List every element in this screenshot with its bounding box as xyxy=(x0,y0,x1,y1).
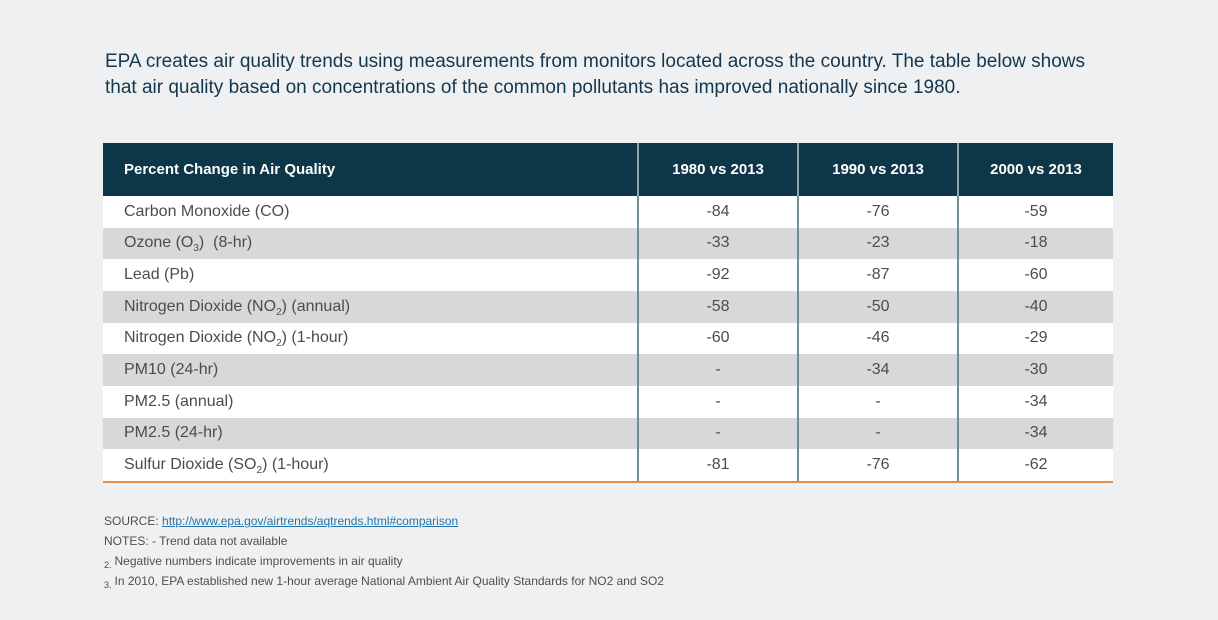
value-1980: - xyxy=(637,354,797,386)
table-row: Carbon Monoxide (CO) -84 -76 -59 xyxy=(103,196,1113,228)
table-row: PM10 (24-hr) - -34 -30 xyxy=(103,354,1113,386)
value-1990: -50 xyxy=(797,290,957,323)
footnote-3: 3. In 2010, EPA established new 1-hour av… xyxy=(104,571,664,591)
table-row: PM2.5 (annual) - - -34 xyxy=(103,385,1113,418)
value-1980: -92 xyxy=(637,259,797,291)
value-2000: -59 xyxy=(957,196,1113,228)
source-link[interactable]: http://www.epa.gov/airtrends/aqtrends.ht… xyxy=(162,514,459,528)
value-1990: -76 xyxy=(797,449,957,481)
label-text: PM10 (24-hr) xyxy=(124,361,219,379)
value-2000: -60 xyxy=(957,259,1113,291)
pollutant-label: PM2.5 (24-hr) xyxy=(103,424,637,442)
value-1980: -60 xyxy=(637,322,797,355)
source-line: SOURCE: http://www.epa.gov/airtrends/aqt… xyxy=(104,511,664,531)
header-col-1980: 1980 vs 2013 xyxy=(637,143,797,196)
value-1990: - xyxy=(797,417,957,450)
pollutant-label: PM10 (24-hr) xyxy=(103,361,637,379)
footnote-3-marker: 3. xyxy=(104,580,112,591)
header-col-pollutant: Percent Change in Air Quality xyxy=(124,161,336,178)
label-text: ) (1-hour) xyxy=(262,456,329,474)
table-row: Nitrogen Dioxide (NO2) (annual) -58 -50 … xyxy=(103,290,1113,323)
label-text: Lead (Pb) xyxy=(124,266,195,284)
orange-divider xyxy=(103,480,1113,483)
value-1980: -58 xyxy=(637,290,797,323)
header-col-2000: 2000 vs 2013 xyxy=(957,143,1113,196)
value-2000: -30 xyxy=(957,354,1113,386)
air-quality-table: Percent Change in Air Quality 1980 vs 20… xyxy=(103,143,1113,483)
value-2000: -40 xyxy=(957,290,1113,323)
table-row: Nitrogen Dioxide (NO2) (1-hour) -60 -46 … xyxy=(103,322,1113,355)
footnote-2-text: Negative numbers indicate improvements i… xyxy=(114,554,403,568)
pollutant-label: Carbon Monoxide (CO) xyxy=(103,203,637,221)
value-2000: -29 xyxy=(957,322,1113,355)
header-col-1990: 1990 vs 2013 xyxy=(797,143,957,196)
value-1980: - xyxy=(637,417,797,450)
value-1990: -46 xyxy=(797,322,957,355)
value-1990: -76 xyxy=(797,196,957,228)
footnote-3-text: In 2010, EPA established new 1-hour aver… xyxy=(114,574,664,588)
table-row: Lead (Pb) -92 -87 -60 xyxy=(103,259,1113,291)
label-text: ) (8-hr) xyxy=(198,234,253,252)
footnote-2: 2. Negative numbers indicate improvements… xyxy=(104,551,664,571)
label-subscript: 2 xyxy=(276,306,282,318)
label-text: PM2.5 (annual) xyxy=(124,392,234,410)
notes-line: NOTES: - Trend data not available xyxy=(104,534,288,548)
footer-notes: SOURCE: http://www.epa.gov/airtrends/aqt… xyxy=(104,511,664,591)
table-row: Ozone (O3) (8-hr) -33 -23 -18 xyxy=(103,227,1113,260)
source-label: SOURCE: xyxy=(104,514,159,528)
pollutant-label: Sulfur Dioxide (SO2) (1-hour) xyxy=(103,456,637,477)
value-1980: -81 xyxy=(637,449,797,481)
value-2000: -18 xyxy=(957,227,1113,260)
label-text: ) (1-hour) xyxy=(281,329,349,347)
pollutant-label: Lead (Pb) xyxy=(103,266,637,284)
value-1980: - xyxy=(637,385,797,418)
value-2000: -62 xyxy=(957,449,1113,481)
pollutant-label: Ozone (O3) (8-hr) xyxy=(103,234,637,255)
pollutant-label: Nitrogen Dioxide (NO2) (annual) xyxy=(103,297,637,318)
label-subscript: 2 xyxy=(276,338,282,350)
value-1990: -87 xyxy=(797,259,957,291)
table-row: PM2.5 (24-hr) - - -34 xyxy=(103,417,1113,450)
value-1990: -23 xyxy=(797,227,957,260)
label-text: Sulfur Dioxide (SO xyxy=(124,456,257,474)
label-subscript: 2 xyxy=(256,465,263,477)
label-text: Nitrogen Dioxide (NO xyxy=(124,297,277,315)
value-1990: - xyxy=(797,385,957,418)
table-row: Sulfur Dioxide (SO2) (1-hour) -81 -76 -6… xyxy=(103,449,1113,481)
pollutant-label: PM2.5 (annual) xyxy=(103,393,637,411)
footnote-2-marker: 2. xyxy=(104,560,112,571)
value-2000: -34 xyxy=(957,417,1113,450)
label-subscript: 3 xyxy=(193,243,199,255)
label-text: ) (annual) xyxy=(281,297,351,315)
label-text: PM2.5 (24-hr) xyxy=(124,424,223,442)
value-1980: -33 xyxy=(637,227,797,260)
label-text: Ozone (O xyxy=(124,234,194,252)
value-2000: -34 xyxy=(957,385,1113,418)
page-intro: EPA creates air quality trends using mea… xyxy=(105,51,1086,98)
label-text: Nitrogen Dioxide (NO xyxy=(124,329,277,347)
table-header-row: Percent Change in Air Quality 1980 vs 20… xyxy=(103,143,1113,196)
value-1990: -34 xyxy=(797,354,957,386)
label-text: Carbon Monoxide (CO) xyxy=(124,202,290,220)
value-1980: -84 xyxy=(637,196,797,228)
pollutant-label: Nitrogen Dioxide (NO2) (1-hour) xyxy=(103,329,637,350)
